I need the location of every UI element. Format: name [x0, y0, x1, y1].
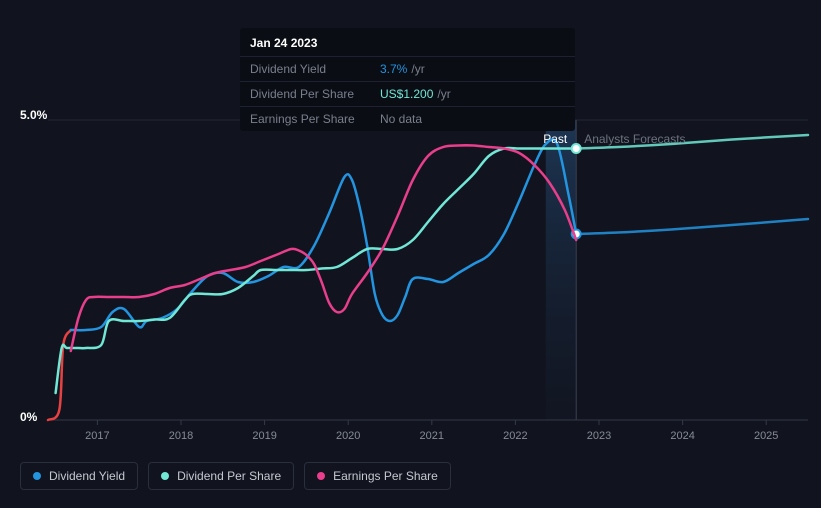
tooltip-row-label: Dividend Per Share [250, 87, 380, 101]
legend-dot-icon [317, 472, 325, 480]
legend-item-label: Dividend Yield [49, 469, 125, 483]
tooltip-row: Dividend Yield3.7% /yr [240, 56, 575, 81]
tooltip-row-label: Earnings Per Share [250, 112, 380, 126]
forecast-section-label: Analysts Forecasts [584, 132, 685, 146]
legend-dot-icon [161, 472, 169, 480]
x-axis-tick-label: 2019 [252, 430, 276, 442]
past-section-label: Past [543, 132, 567, 146]
tooltip-row-value: 3.7% [380, 62, 407, 76]
tooltip-date: Jan 24 2023 [240, 28, 575, 56]
chart-legend: Dividend Yield Dividend Per Share Earnings… [20, 462, 451, 490]
y-axis-min-label: 0% [20, 410, 37, 424]
dividend-chart: Jan 24 2023 Dividend Yield3.7%/yrDividen… [0, 0, 821, 508]
legend-dot-icon [33, 472, 41, 480]
x-axis-tick-label: 2025 [754, 430, 778, 442]
legend-item-label: Dividend Per Share [177, 469, 281, 483]
tooltip-row: Dividend Per ShareUS$1.200/yr [240, 81, 575, 106]
x-axis-tick-label: 2022 [503, 430, 527, 442]
tooltip-row-suffix: /yr [437, 87, 450, 101]
legend-item-label: Earnings Per Share [333, 469, 438, 483]
legend-item[interactable]: Earnings Per Share [304, 462, 451, 490]
tooltip-row-value: US$1.200 [380, 87, 433, 101]
tooltip-row-label: Dividend Yield [250, 62, 380, 76]
x-axis-tick-label: 2021 [420, 430, 444, 442]
legend-item[interactable]: Dividend Yield [20, 462, 138, 490]
x-axis-tick-label: 2023 [587, 430, 611, 442]
x-axis-tick-label: 2018 [169, 430, 193, 442]
x-axis-tick-label: 2024 [670, 430, 694, 442]
chart-tooltip: Jan 24 2023 Dividend Yield3.7%/yrDividen… [240, 28, 575, 131]
plot-area[interactable] [48, 120, 808, 420]
tooltip-row-suffix: /yr [411, 62, 424, 76]
x-axis-tick-label: 2020 [336, 430, 360, 442]
y-axis-max-label: 5.0% [20, 108, 47, 122]
tooltip-row-value: No data [380, 112, 422, 126]
tooltip-row: Earnings Per ShareNo data [240, 106, 575, 131]
chart-svg [48, 120, 808, 420]
legend-item[interactable]: Dividend Per Share [148, 462, 294, 490]
x-axis-tick-label: 2017 [85, 430, 109, 442]
